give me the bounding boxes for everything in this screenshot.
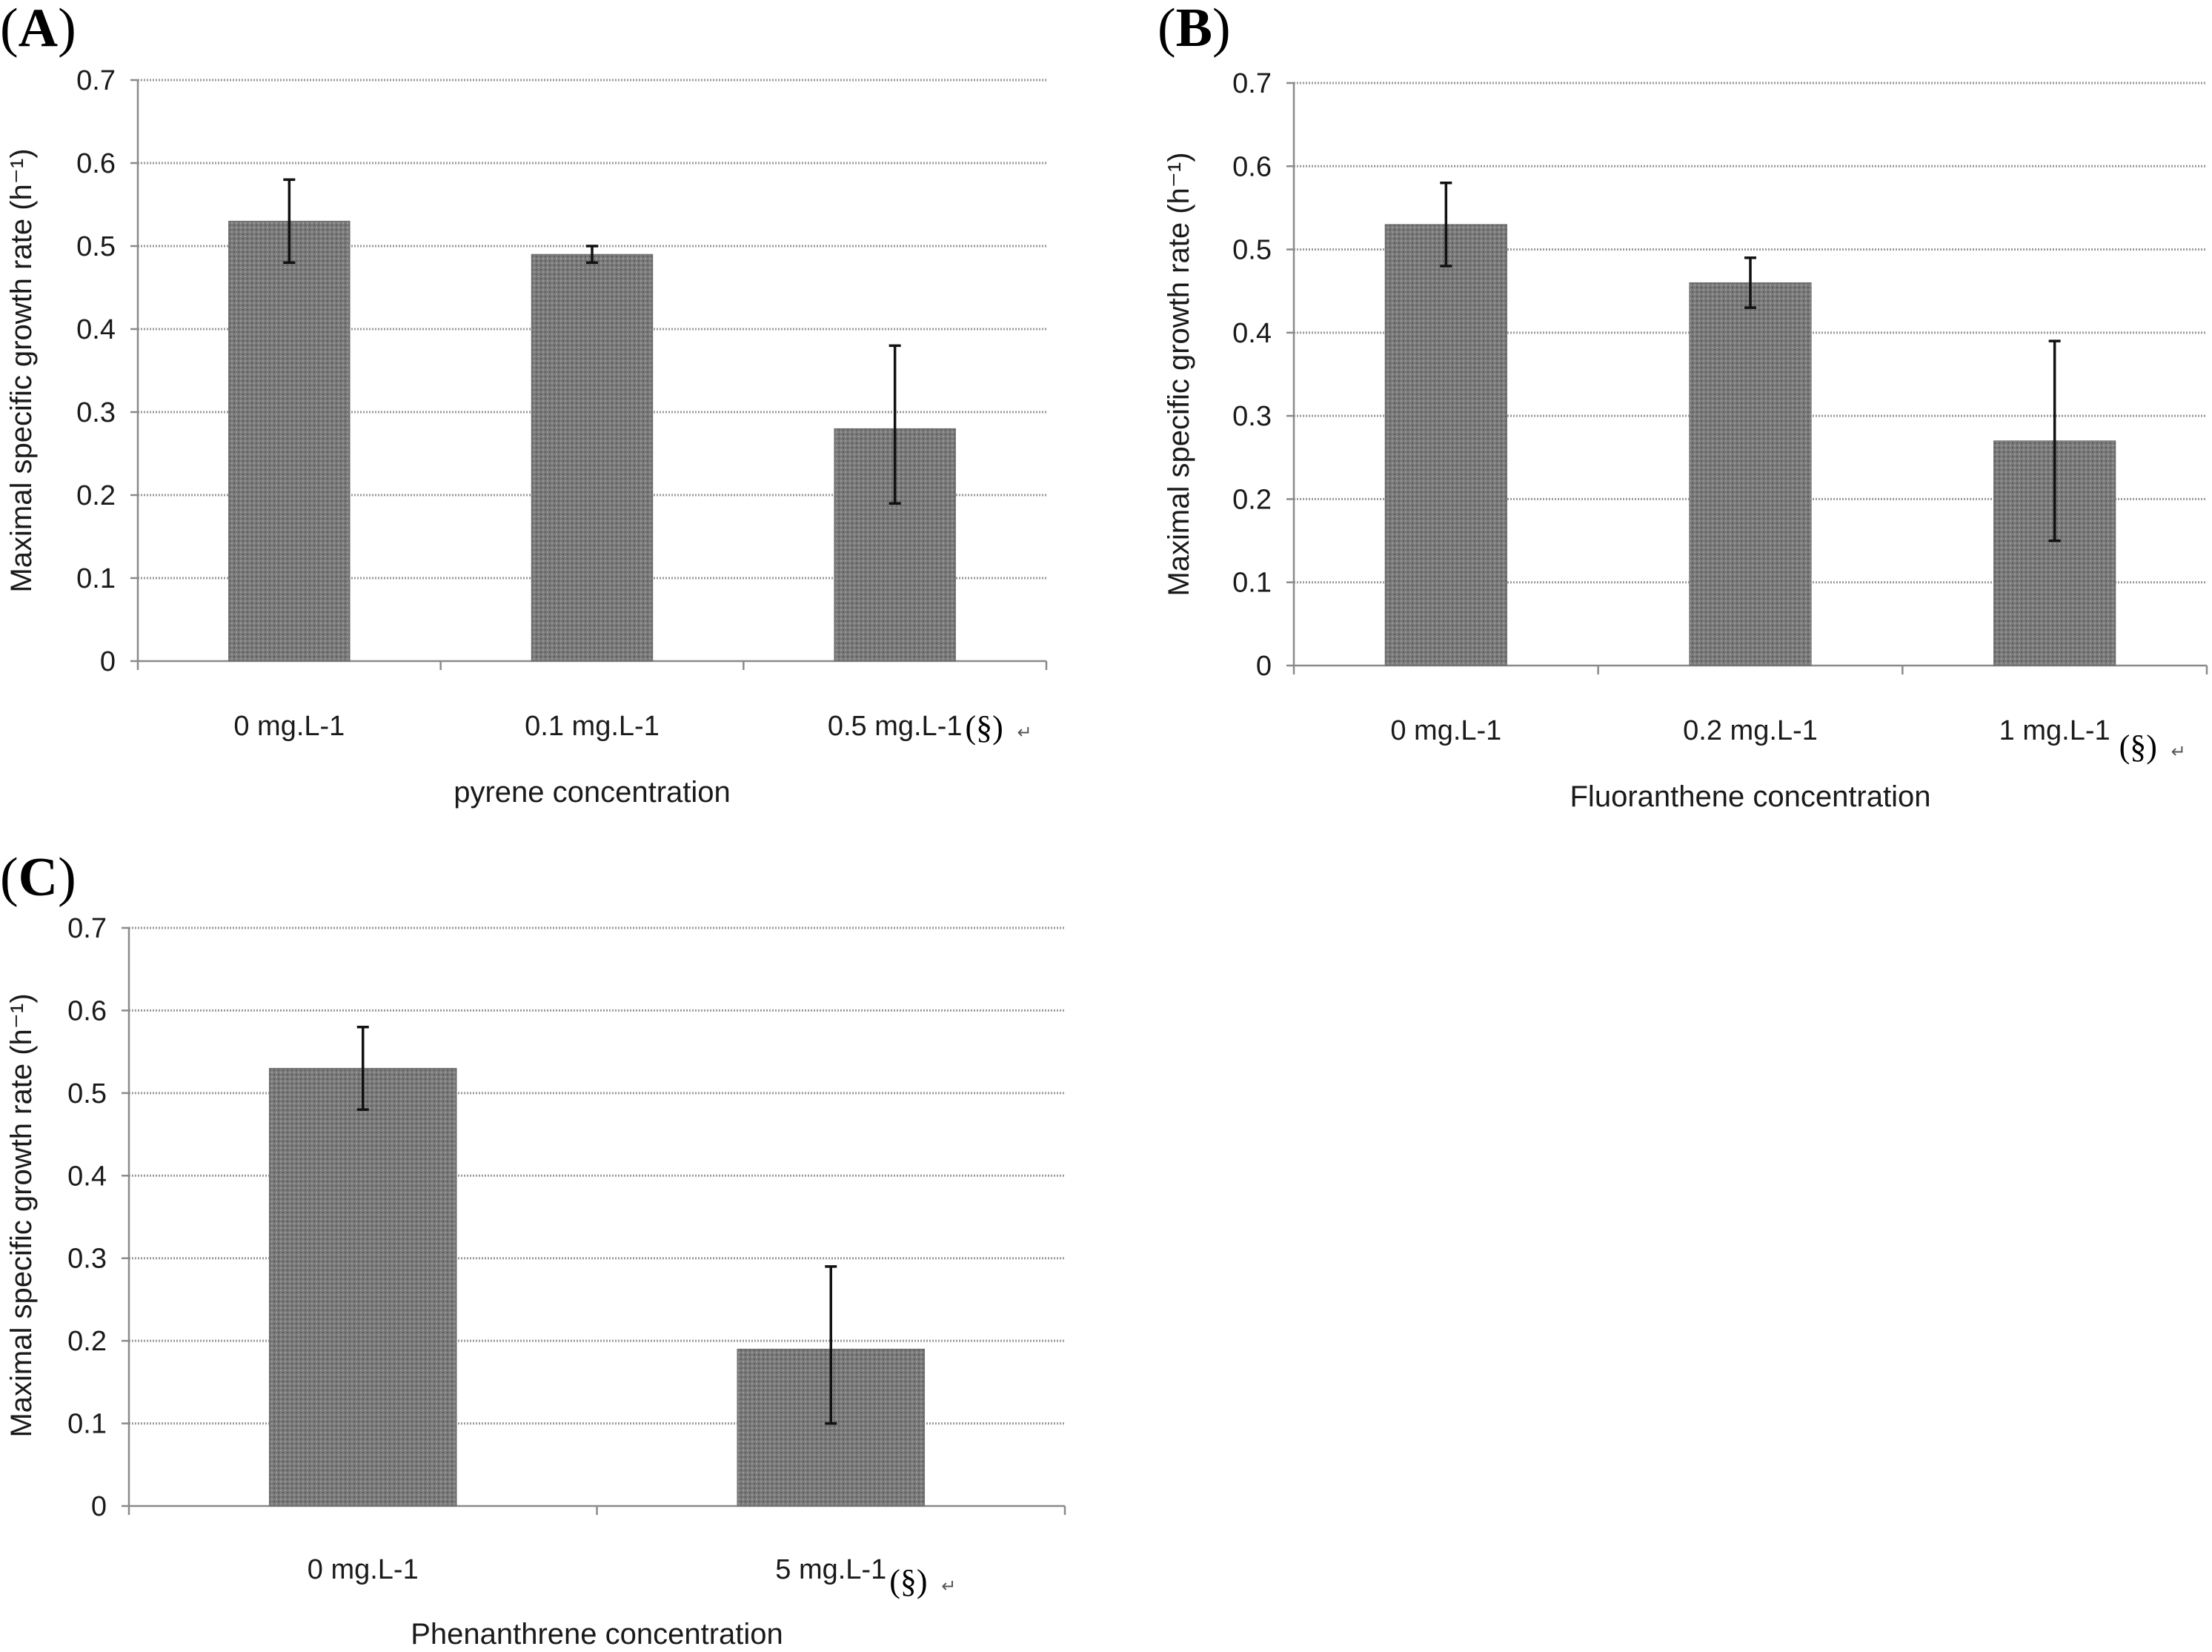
y-tick-label: 0.4 (76, 314, 116, 345)
panel-label-close: ) (1212, 0, 1231, 59)
bar (1384, 224, 1507, 666)
x-axis-title: Phenanthrene concentration (411, 1618, 783, 1651)
y-tick-label: 0.7 (67, 913, 107, 944)
panel-label: (C) (0, 847, 76, 908)
significance-mark: (§) (965, 709, 1003, 746)
panel-label-open: ( (0, 0, 19, 59)
y-axis-title: Maximal specific growth rate (h⁻¹) (1163, 152, 1195, 596)
panel-label-open: ( (0, 847, 19, 908)
bar (268, 1067, 457, 1507)
panel-label-letter: A (19, 0, 58, 59)
y-tick-label: 0.4 (1232, 318, 1272, 349)
x-tick-label: 0.1 mg.L-1 (525, 711, 660, 742)
x-axis-title: Fluoranthene concentration (1570, 780, 1931, 813)
x-tick-label: 0 mg.L-1 (308, 1554, 419, 1585)
y-tick-label: 0.7 (76, 65, 116, 96)
x-tick-label: 0 mg.L-1 (1390, 715, 1501, 746)
y-tick-label: 0.2 (67, 1326, 107, 1357)
return-glyph: ↵ (2171, 742, 2186, 762)
y-tick-label: 0.7 (1232, 68, 1272, 99)
panel-label: (A) (0, 0, 76, 59)
y-tick-label: 0.2 (76, 480, 116, 511)
y-tick-label: 0 (100, 646, 116, 677)
y-tick-label: 0.1 (67, 1409, 107, 1440)
panel-label-letter: C (19, 847, 58, 908)
y-tick-label: 0.5 (76, 231, 116, 262)
bar (228, 220, 351, 662)
y-tick-label: 0.5 (1232, 235, 1272, 266)
chart-panel-b: (B) 0 0.1 0.2 0.3 0.4 0.5 0.6 0.7 0 mg.L-1 0.2 mg.… (1158, 0, 2208, 813)
bar (531, 253, 654, 662)
y-tick-label: 0.6 (67, 995, 107, 1026)
y-tick-label: 0.3 (67, 1244, 107, 1275)
panel-label-open: ( (1158, 0, 1176, 59)
x-tick-label: 0.2 mg.L-1 (1683, 715, 1818, 746)
significance-mark: (§) (889, 1563, 927, 1599)
y-tick-label: 0 (1256, 651, 1272, 682)
return-glyph: ↵ (941, 1576, 956, 1596)
y-axis-title: Maximal specific growth rate (h⁻¹) (5, 993, 38, 1437)
y-tick-label: 0.5 (67, 1078, 107, 1109)
chart-panel-c: (C) 0 0.1 0.2 0.3 0.4 0.5 0.6 0.7 0 mg.L-1 5 mg.L-… (0, 847, 1066, 1651)
x-axis-title: pyrene concentration (454, 776, 731, 809)
x-tick-label: 5 mg.L-1 (775, 1554, 886, 1585)
panel-label: (B) (1158, 0, 1231, 59)
y-tick-label: 0.6 (1232, 151, 1272, 182)
bar (1689, 282, 1812, 666)
panel-label-letter: B (1176, 0, 1212, 59)
y-tick-label: 0.3 (76, 397, 116, 428)
x-tick-label: 1 mg.L-1 (1999, 715, 2110, 746)
y-tick-label: 0.1 (1232, 568, 1272, 599)
x-tick-label: 0 mg.L-1 (233, 711, 345, 742)
y-tick-label: 0.4 (67, 1161, 107, 1192)
y-tick-label: 0.6 (76, 148, 116, 179)
panel-label-close: ) (58, 847, 76, 908)
significance-mark: (§) (2119, 729, 2157, 765)
y-tick-label: 0.2 (1232, 484, 1272, 515)
y-tick-label: 0.3 (1232, 401, 1272, 432)
panel-label-close: ) (58, 0, 76, 59)
chart-panel-a: (A) 0 0.1 0.2 0.3 0.4 0.5 0.6 0.7 0 mg.L-1 0.1 mg.… (0, 0, 1048, 809)
y-tick-label: 0.1 (76, 563, 116, 594)
x-tick-label: 0.5 mg.L-1 (828, 711, 963, 742)
y-axis-title: Maximal specific growth rate (h⁻¹) (5, 148, 38, 592)
return-glyph: ↵ (1017, 723, 1032, 743)
y-tick-label: 0 (91, 1491, 107, 1522)
